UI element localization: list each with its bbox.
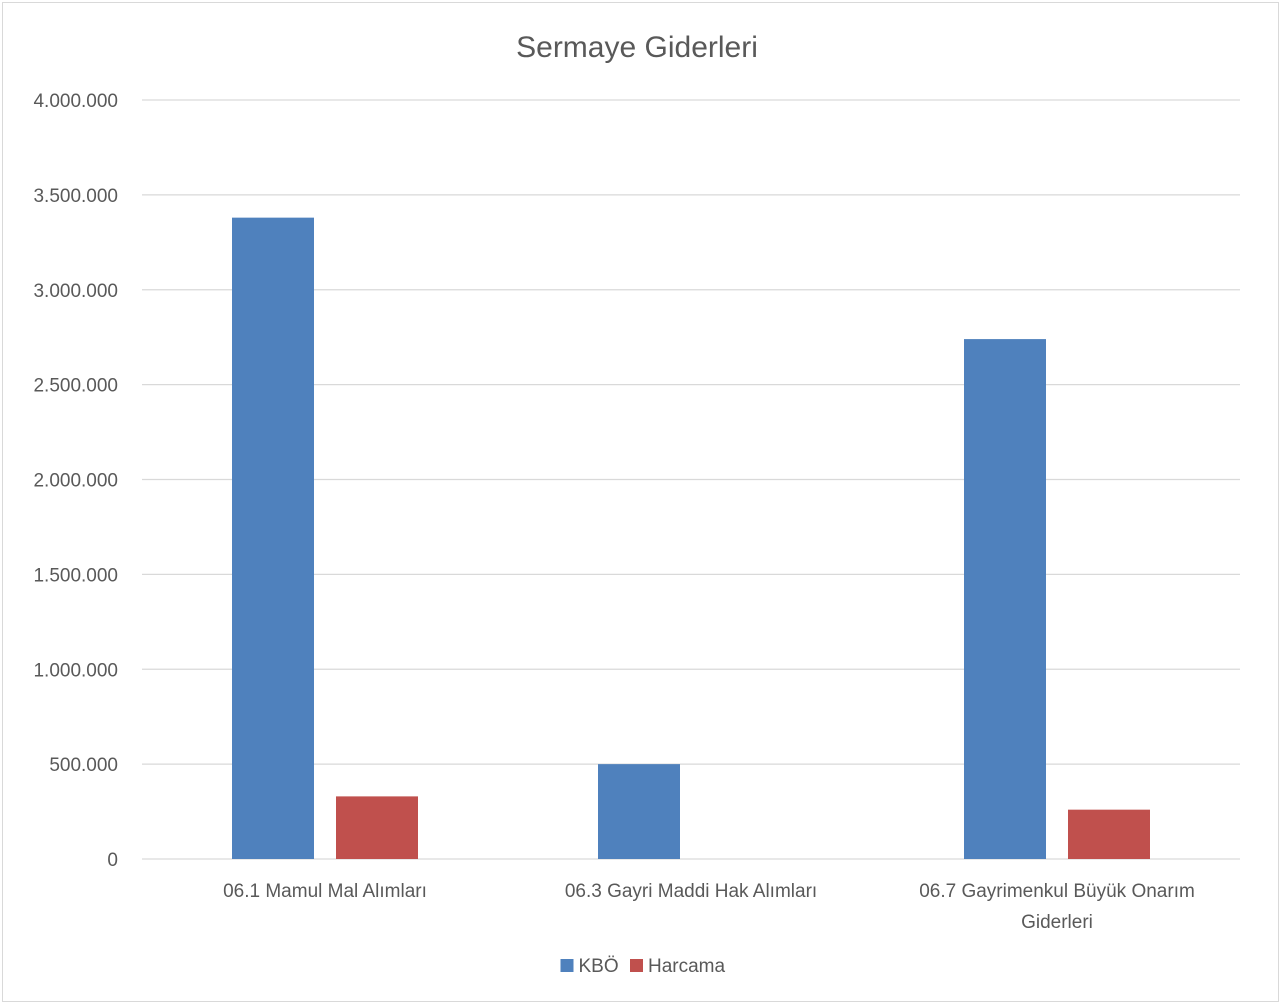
y-tick-label: 3.500.000	[33, 186, 118, 207]
chart-title: Sermaye Giderleri	[516, 31, 758, 64]
legend-swatch	[630, 959, 643, 972]
bars	[232, 217, 1150, 860]
bar-kbo	[232, 217, 314, 859]
x-category-label: 06.1 Mamul Mal Alımları	[223, 881, 427, 902]
y-tick-label: 2.500.000	[33, 376, 118, 397]
y-tick-label: 4.000.000	[33, 91, 118, 112]
y-axis-labels: 0 500.000 1.000.000 1.500.000 2.000.000 2.500…	[33, 91, 118, 871]
x-axis-labels: 06.1 Mamul Mal Alımları 06.3 Gayri Maddi …	[223, 881, 1195, 933]
gridlines	[142, 99, 1240, 860]
legend: KBÖ Harcama	[560, 956, 726, 977]
y-tick-label: 1.500.000	[33, 565, 118, 586]
y-tick-label: 2.000.000	[33, 471, 118, 492]
legend-swatch	[560, 959, 574, 972]
bar-kbo	[964, 339, 1046, 860]
legend-label: KBÖ	[579, 956, 619, 977]
y-tick-label: 500.000	[49, 755, 118, 776]
x-category-label: Giderleri	[1021, 912, 1093, 933]
bar-harcama	[1068, 809, 1150, 859]
x-category-label: 06.7 Gayrimenkul Büyük Onarım	[919, 881, 1195, 902]
y-tick-label: 3.000.000	[33, 281, 118, 302]
legend-label: Harcama	[648, 956, 726, 977]
x-category-label: 06.3 Gayri Maddi Hak Alımları	[565, 881, 817, 902]
bar-harcama	[336, 796, 418, 859]
bar-kbo	[598, 764, 680, 859]
y-tick-label: 1.000.000	[33, 660, 118, 681]
y-tick-label: 0	[107, 850, 118, 871]
